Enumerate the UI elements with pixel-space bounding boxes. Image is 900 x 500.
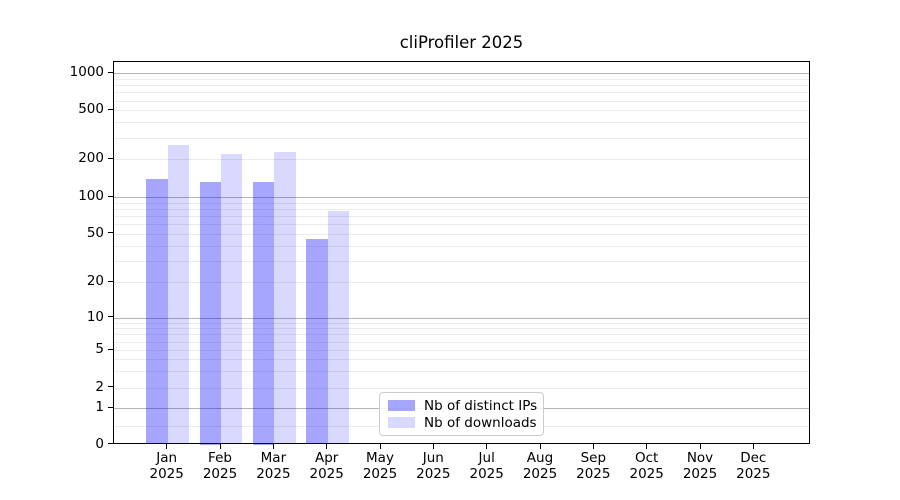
- gridline-minor: [114, 387, 809, 389]
- gridline-minor: [114, 282, 809, 283]
- legend-swatch-distinct-ips-icon: [388, 400, 415, 411]
- gridline-minor: [114, 137, 809, 139]
- x-tick-label-jan: Jan 2025: [149, 449, 184, 482]
- y-tick-label: 200: [78, 150, 104, 167]
- legend: Nb of distinct IPs Nb of downloads: [379, 392, 544, 436]
- y-tick-mark: [108, 195, 113, 197]
- gridline-minor: [114, 350, 809, 351]
- legend-item-downloads: Nb of downloads: [388, 414, 537, 431]
- x-tick-mark: [166, 443, 168, 449]
- y-tick-mark: [108, 386, 113, 388]
- x-tick-label-mar: Mar 2025: [256, 449, 291, 482]
- x-tick-label-dec: Dec 2025: [736, 449, 771, 482]
- bar-distinct-ips-jan: [146, 178, 168, 445]
- gridline-minor: [114, 334, 809, 336]
- x-tick-mark: [752, 443, 755, 449]
- x-tick-mark: [326, 443, 328, 449]
- y-tick-mark: [108, 108, 113, 111]
- gridline-minor: [114, 341, 809, 343]
- x-tick-label-apr: Apr 2025: [309, 449, 344, 482]
- chart-title: cliProfiler 2025: [399, 33, 524, 52]
- bar-distinct-ips-mar: [253, 181, 275, 445]
- gridline-minor: [114, 159, 809, 161]
- gridline-major: [114, 73, 809, 74]
- gridline-minor: [114, 100, 809, 102]
- y-tick-label: 50: [86, 224, 104, 241]
- x-tick-label-oct: Oct 2025: [629, 449, 664, 482]
- x-tick-mark: [379, 443, 381, 449]
- gridline-minor: [114, 202, 809, 204]
- x-tick-mark: [699, 443, 701, 449]
- x-tick-label-sep: Sep 2025: [576, 449, 611, 482]
- legend-label-distinct-ips: Nb of distinct IPs: [424, 397, 538, 414]
- bar-downloads-jan: [167, 144, 189, 445]
- x-tick-mark: [539, 443, 541, 449]
- x-tick-label-aug: Aug 2025: [522, 449, 558, 482]
- gridline-minor: [114, 215, 809, 217]
- gridline-minor: [114, 224, 809, 225]
- y-tick-label: 1: [95, 399, 104, 416]
- x-tick-mark: [486, 443, 488, 449]
- y-tick-mark: [108, 443, 113, 445]
- legend-swatch-downloads-icon: [388, 417, 415, 428]
- x-tick-mark: [592, 443, 595, 449]
- plot-area: [113, 61, 810, 445]
- gridline-minor: [114, 328, 809, 330]
- x-tick-label-jun: Jun 2025: [416, 449, 451, 482]
- legend-item-distinct-ips: Nb of distinct IPs: [388, 397, 538, 414]
- gridline-minor: [114, 122, 809, 124]
- gridline-major: [114, 197, 809, 198]
- y-tick-mark: [108, 348, 113, 350]
- x-tick-label-jul: Jul 2025: [469, 449, 504, 482]
- gridline-minor: [114, 359, 809, 361]
- y-tick-label: 100: [78, 188, 104, 204]
- x-tick-label-feb: Feb 2025: [202, 449, 238, 482]
- y-tick-label: 10: [86, 308, 104, 325]
- gridline-minor: [114, 233, 809, 235]
- y-tick-label: 1000: [69, 64, 104, 80]
- gridline-minor: [114, 245, 809, 247]
- bar-distinct-ips-feb: [199, 181, 221, 445]
- y-tick-mark: [108, 280, 113, 282]
- gridline-minor: [114, 85, 809, 86]
- y-tick-label: 20: [86, 273, 104, 289]
- x-tick-mark: [219, 443, 221, 449]
- bar-distinct-ips-apr: [306, 239, 328, 445]
- x-tick-mark: [432, 443, 435, 449]
- gridline-minor: [114, 322, 809, 324]
- y-tick-mark: [108, 232, 113, 234]
- y-tick-label: 5: [95, 341, 104, 357]
- gridline-minor: [114, 110, 809, 112]
- x-tick-mark: [646, 443, 648, 449]
- y-tick-label: 2: [95, 378, 104, 395]
- y-tick-mark: [108, 406, 113, 409]
- y-tick-label: 500: [78, 101, 104, 118]
- bar-downloads-mar: [274, 152, 296, 445]
- gridline-major: [114, 317, 809, 319]
- x-tick-label-may: May 2025: [362, 449, 398, 482]
- gridline-minor: [114, 92, 809, 94]
- gridline-minor: [114, 260, 809, 262]
- gridline-minor: [114, 78, 809, 80]
- y-tick-mark: [108, 316, 113, 318]
- gridline-minor: [114, 371, 809, 372]
- y-tick-mark: [108, 71, 113, 73]
- x-tick-mark: [272, 443, 275, 449]
- y-tick-mark: [108, 157, 113, 160]
- bar-downloads-feb: [221, 154, 243, 445]
- x-tick-label-nov: Nov 2025: [682, 449, 718, 482]
- y-tick-label: 0: [95, 435, 104, 452]
- gridline-minor: [114, 208, 809, 210]
- bar-downloads-apr: [327, 210, 349, 445]
- legend-label-downloads: Nb of downloads: [424, 414, 537, 431]
